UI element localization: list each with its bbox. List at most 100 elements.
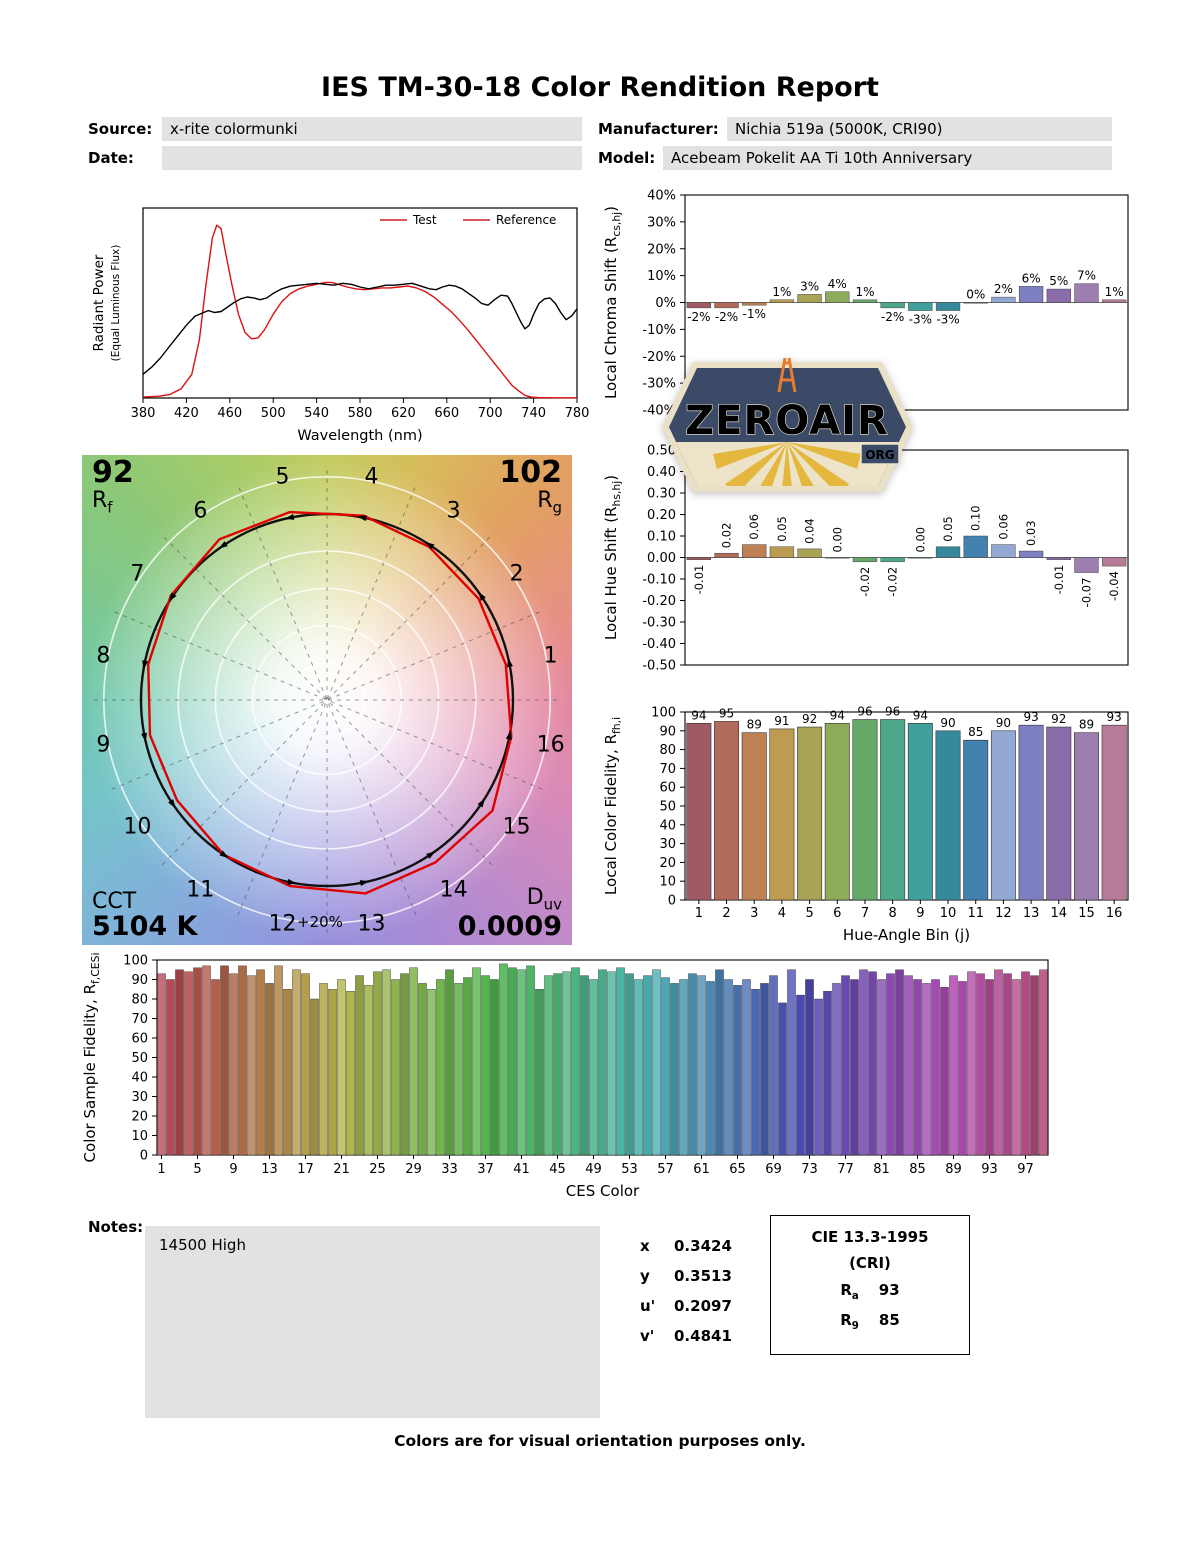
svg-text:17: 17 — [297, 1162, 314, 1177]
color-vector-graphic: 1 2 3 4 5 6 7 8 9 10 11 12 13 14 15 16 +20% 92 Rf 102 Rg… — [82, 455, 572, 945]
coord-row-y: y 0.3513 — [640, 1267, 732, 1285]
svg-text:45: 45 — [549, 1162, 566, 1177]
svg-text:-0.20: -0.20 — [642, 594, 676, 609]
svg-text:90: 90 — [659, 724, 676, 739]
spd-chart: 380 420 460 500 540 580 620 660 700 740 780 Test Ref… — [85, 190, 595, 449]
svg-text:8: 8 — [96, 644, 110, 669]
svg-text:10: 10 — [659, 875, 676, 890]
svg-text:16: 16 — [1106, 906, 1123, 921]
svg-text:94: 94 — [691, 708, 706, 722]
duv-block: Duv 0.0009 — [458, 886, 562, 941]
svg-text:0%: 0% — [655, 296, 676, 311]
cri-box: CIE 13.3-1995 (CRI) Ra 93 R9 85 — [770, 1215, 970, 1355]
svg-text:85: 85 — [909, 1162, 926, 1177]
svg-text:96: 96 — [885, 705, 900, 719]
svg-text:1: 1 — [695, 906, 703, 921]
svg-text:0.10: 0.10 — [647, 530, 676, 545]
svg-text:3: 3 — [750, 906, 758, 921]
svg-text:90: 90 — [996, 716, 1011, 730]
svg-text:2%: 2% — [994, 282, 1013, 296]
svg-text:2: 2 — [510, 561, 524, 586]
coord-row-x: x 0.3424 — [640, 1237, 732, 1255]
svg-text:40%: 40% — [647, 189, 676, 204]
svg-text:40: 40 — [131, 1071, 148, 1086]
svg-text:4: 4 — [778, 906, 786, 921]
svg-text:0.06: 0.06 — [996, 514, 1010, 540]
svg-text:0.04: 0.04 — [803, 518, 817, 544]
svg-text:6: 6 — [193, 498, 207, 523]
svg-text:50: 50 — [659, 800, 676, 815]
date-label: Date: — [88, 149, 134, 167]
radio-tower-icon — [777, 357, 797, 393]
svg-text:30: 30 — [131, 1090, 148, 1105]
svg-text:69: 69 — [765, 1162, 782, 1177]
svg-text:620: 620 — [391, 406, 416, 421]
svg-text:5: 5 — [193, 1162, 201, 1177]
svg-text:1%: 1% — [772, 285, 791, 299]
cct-block: CCT 5104 K — [92, 889, 197, 941]
svg-text:Local Hue Shift (Rhs,hj): Local Hue Shift (Rhs,hj) — [602, 475, 623, 640]
svg-text:14: 14 — [440, 878, 468, 903]
svg-text:3%: 3% — [800, 279, 819, 293]
svg-text:20%: 20% — [647, 242, 676, 257]
svg-text:81: 81 — [873, 1162, 890, 1177]
svg-text:13: 13 — [357, 912, 385, 937]
svg-text:93: 93 — [981, 1162, 998, 1177]
svg-text:85: 85 — [968, 725, 983, 739]
svg-text:95: 95 — [719, 706, 734, 720]
svg-text:6%: 6% — [1022, 271, 1041, 285]
svg-text:5: 5 — [276, 464, 290, 489]
svg-text:Color Sample Fidelity, Rf,CESi: Color Sample Fidelity, Rf,CESi — [81, 953, 102, 1163]
svg-text:1: 1 — [157, 1162, 165, 1177]
svg-text:12: 12 — [269, 912, 297, 937]
svg-text:70: 70 — [659, 762, 676, 777]
svg-text:(Equal Luminous Flux): (Equal Luminous Flux) — [110, 245, 122, 362]
rg-value: 102 — [499, 455, 562, 490]
hue-shift-plot: 0.50 0.40 0.30 0.20 0.10 0.00 -0.10 -0.20 -0.30 -… — [602, 444, 1129, 674]
footer-note: Colors are for visual orientation purpos… — [394, 1432, 806, 1450]
svg-text:-10%: -10% — [642, 323, 676, 338]
svg-text:0.00: 0.00 — [647, 551, 676, 566]
local-hue-shift-chart: 0.50 0.40 0.30 0.20 0.10 0.00 -0.10 -0.20 -0.30 -… — [600, 440, 1135, 694]
svg-text:Wavelength (nm): Wavelength (nm) — [297, 428, 422, 444]
svg-text:15: 15 — [1078, 906, 1095, 921]
svg-text:100: 100 — [651, 706, 676, 721]
page-title: IES TM-30-18 Color Rendition Report — [321, 72, 879, 103]
svg-text:25: 25 — [369, 1162, 386, 1177]
svg-text:92: 92 — [802, 712, 817, 726]
svg-text:0.06: 0.06 — [747, 514, 761, 540]
svg-text:0.00: 0.00 — [830, 527, 844, 553]
spd-plot: 380 420 460 500 540 580 620 660 700 740 780 Test Ref… — [91, 207, 589, 444]
svg-text:37: 37 — [477, 1162, 494, 1177]
svg-text:9: 9 — [96, 732, 110, 757]
local-chroma-shift-chart: 40% 30% 20% 10% 0% -10% -20% -30% -40% -2% -2% -1% 1… — [600, 185, 1135, 439]
svg-text:660: 660 — [434, 406, 459, 421]
svg-text:13: 13 — [1023, 906, 1040, 921]
notes-label: Notes: — [88, 1218, 144, 1236]
svg-text:92: 92 — [1051, 712, 1066, 726]
svg-text:4: 4 — [364, 464, 378, 489]
svg-text:77: 77 — [837, 1162, 854, 1177]
svg-text:65: 65 — [729, 1162, 746, 1177]
svg-text:89: 89 — [945, 1162, 962, 1177]
svg-text:89: 89 — [747, 718, 762, 732]
svg-text:540: 540 — [304, 406, 329, 421]
svg-text:10: 10 — [123, 815, 151, 840]
svg-text:-3%: -3% — [909, 313, 932, 327]
rf-label: Rf — [92, 487, 113, 516]
chroma-shift-plot: 40% 30% 20% 10% 0% -10% -20% -30% -40% -2% -2% -1% 1… — [602, 189, 1129, 419]
svg-text:-0.30: -0.30 — [642, 616, 676, 631]
svg-text:0.05: 0.05 — [775, 516, 789, 542]
manufacturer-value: Nichia 519a (5000K, CRI90) — [727, 117, 1112, 141]
model-label: Model: — [598, 149, 656, 167]
svg-text:380: 380 — [131, 406, 156, 421]
svg-text:3: 3 — [447, 498, 461, 523]
org-box — [860, 443, 900, 465]
coord-row-u: u' 0.2097 — [640, 1297, 732, 1315]
svg-text:0.10: 0.10 — [969, 505, 983, 531]
svg-text:60: 60 — [659, 781, 676, 796]
svg-text:33: 33 — [441, 1162, 458, 1177]
svg-text:10: 10 — [940, 906, 957, 921]
svg-text:80: 80 — [659, 743, 676, 758]
